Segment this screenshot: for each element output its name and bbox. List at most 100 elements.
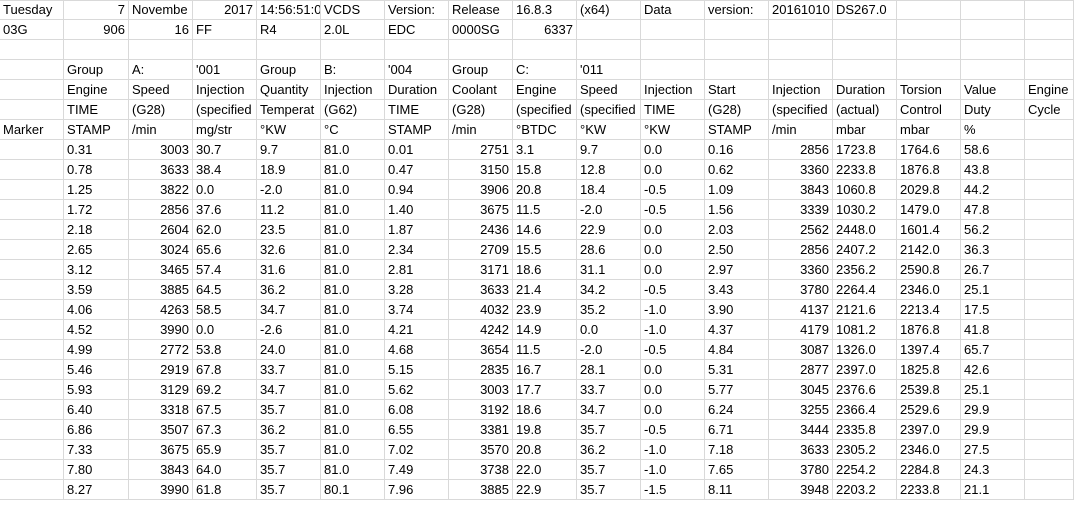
cell[interactable]: 2.65 [64, 240, 129, 260]
cell[interactable]: 24.0 [257, 340, 321, 360]
cell[interactable]: 0.0 [641, 360, 705, 380]
cell[interactable]: '004 [385, 60, 449, 80]
cell[interactable]: version: [705, 0, 769, 20]
cell[interactable]: 3654 [449, 340, 513, 360]
cell[interactable]: 8.27 [64, 480, 129, 500]
cell[interactable]: 17.5 [961, 300, 1025, 320]
cell[interactable]: °KW [641, 120, 705, 140]
cell[interactable]: 0000SG [449, 20, 513, 40]
cell[interactable]: R4 [257, 20, 321, 40]
cell[interactable]: 2539.8 [897, 380, 961, 400]
cell[interactable]: 2562 [769, 220, 833, 240]
cell[interactable]: 64.5 [193, 280, 257, 300]
cell[interactable]: 3339 [769, 200, 833, 220]
cell[interactable]: 81.0 [321, 280, 385, 300]
cell[interactable]: 65.7 [961, 340, 1025, 360]
cell[interactable] [257, 40, 321, 60]
cell[interactable]: Novembe [129, 0, 193, 20]
cell[interactable]: 0.0 [193, 180, 257, 200]
cell[interactable]: 6.71 [705, 420, 769, 440]
cell[interactable]: 37.6 [193, 200, 257, 220]
cell[interactable]: 2264.4 [833, 280, 897, 300]
cell[interactable] [961, 20, 1025, 40]
cell[interactable]: 1.25 [64, 180, 129, 200]
cell[interactable]: STAMP [64, 120, 129, 140]
cell[interactable]: 44.2 [961, 180, 1025, 200]
cell[interactable]: 2335.8 [833, 420, 897, 440]
cell[interactable]: 1060.8 [833, 180, 897, 200]
cell[interactable]: Temperat [257, 100, 321, 120]
cell[interactable] [1025, 400, 1074, 420]
cell[interactable]: Injection [321, 80, 385, 100]
cell[interactable]: 3675 [449, 200, 513, 220]
cell[interactable]: 3990 [129, 320, 193, 340]
cell[interactable]: 17.7 [513, 380, 577, 400]
cell[interactable]: 81.0 [321, 160, 385, 180]
cell[interactable]: 28.6 [577, 240, 641, 260]
cell[interactable]: 36.2 [257, 280, 321, 300]
cell[interactable] [1025, 60, 1074, 80]
cell[interactable] [1025, 260, 1074, 280]
cell[interactable]: 4.52 [64, 320, 129, 340]
cell[interactable]: 3129 [129, 380, 193, 400]
cell[interactable]: 58.5 [193, 300, 257, 320]
cell[interactable]: 2233.8 [833, 160, 897, 180]
cell[interactable]: 11.5 [513, 200, 577, 220]
cell[interactable]: (specified [193, 100, 257, 120]
cell[interactable]: 21.1 [961, 480, 1025, 500]
cell[interactable]: 12.8 [577, 160, 641, 180]
cell[interactable]: Group [257, 60, 321, 80]
cell[interactable]: 2529.6 [897, 400, 961, 420]
cell[interactable]: 7.65 [705, 460, 769, 480]
cell[interactable]: 22.0 [513, 460, 577, 480]
cell[interactable] [1025, 440, 1074, 460]
cell[interactable]: 56.2 [961, 220, 1025, 240]
cell[interactable]: 3.28 [385, 280, 449, 300]
cell[interactable]: 69.2 [193, 380, 257, 400]
cell[interactable]: 4179 [769, 320, 833, 340]
cell[interactable]: 81.0 [321, 240, 385, 260]
cell[interactable]: Cycle [1025, 100, 1074, 120]
cell[interactable]: Duration [833, 80, 897, 100]
cell[interactable] [0, 260, 64, 280]
cell[interactable] [1025, 300, 1074, 320]
cell[interactable]: 8.11 [705, 480, 769, 500]
cell[interactable]: 2856 [769, 140, 833, 160]
cell[interactable] [705, 40, 769, 60]
cell[interactable]: 3780 [769, 460, 833, 480]
cell[interactable]: 9.7 [257, 140, 321, 160]
cell[interactable]: 23.5 [257, 220, 321, 240]
cell[interactable]: 0.16 [705, 140, 769, 160]
cell[interactable]: 31.6 [257, 260, 321, 280]
cell[interactable]: 81.0 [321, 140, 385, 160]
cell[interactable]: 3.43 [705, 280, 769, 300]
cell[interactable] [0, 180, 64, 200]
cell[interactable]: 81.0 [321, 380, 385, 400]
cell[interactable]: 3024 [129, 240, 193, 260]
cell[interactable]: DS267.0 [833, 0, 897, 20]
cell[interactable] [1025, 320, 1074, 340]
cell[interactable] [961, 40, 1025, 60]
cell[interactable] [1025, 460, 1074, 480]
cell[interactable]: 3.1 [513, 140, 577, 160]
cell[interactable]: -0.5 [641, 420, 705, 440]
cell[interactable]: 2835 [449, 360, 513, 380]
cell[interactable]: 3843 [769, 180, 833, 200]
cell[interactable]: 3633 [769, 440, 833, 460]
cell[interactable]: 2590.8 [897, 260, 961, 280]
cell[interactable]: 9.7 [577, 140, 641, 160]
cell[interactable]: 3507 [129, 420, 193, 440]
cell[interactable] [0, 460, 64, 480]
cell[interactable]: -0.5 [641, 340, 705, 360]
cell[interactable] [1025, 20, 1074, 40]
cell[interactable]: 14.9 [513, 320, 577, 340]
cell[interactable]: C: [513, 60, 577, 80]
cell[interactable] [64, 40, 129, 60]
cell[interactable]: 25.1 [961, 380, 1025, 400]
cell[interactable]: 32.6 [257, 240, 321, 260]
cell[interactable]: 19.8 [513, 420, 577, 440]
cell[interactable]: 81.0 [321, 200, 385, 220]
cell[interactable]: 35.7 [577, 420, 641, 440]
cell[interactable]: 1081.2 [833, 320, 897, 340]
cell[interactable]: 42.6 [961, 360, 1025, 380]
